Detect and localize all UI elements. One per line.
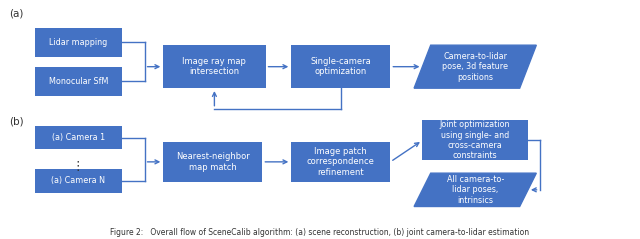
Polygon shape — [414, 173, 536, 206]
Bar — [35, 169, 122, 193]
Bar — [422, 120, 528, 160]
Text: (a): (a) — [10, 9, 24, 19]
Text: ⋮: ⋮ — [72, 160, 84, 173]
Bar — [35, 28, 122, 57]
Text: (a) Camera N: (a) Camera N — [51, 176, 106, 185]
Bar — [291, 142, 390, 182]
Text: Joint optimization
using single- and
cross-camera
constraints: Joint optimization using single- and cro… — [440, 120, 511, 160]
Text: Monocular SfM: Monocular SfM — [49, 77, 108, 86]
Bar — [35, 126, 122, 150]
Text: (b): (b) — [10, 116, 24, 126]
Bar — [291, 45, 390, 88]
Text: (a) Camera 1: (a) Camera 1 — [52, 133, 105, 142]
Bar — [163, 45, 266, 88]
Bar — [163, 142, 262, 182]
Text: Lidar mapping: Lidar mapping — [49, 38, 108, 47]
Text: Single-camera
optimization: Single-camera optimization — [310, 57, 371, 76]
Text: Image patch
correspondence
refinement: Image patch correspondence refinement — [307, 147, 375, 177]
Text: All camera-to-
lidar poses,
intrinsics: All camera-to- lidar poses, intrinsics — [447, 175, 504, 205]
Text: Nearest-neighbor
map match: Nearest-neighbor map match — [176, 152, 250, 172]
Polygon shape — [414, 45, 536, 88]
Bar — [35, 67, 122, 96]
Text: Figure 2:   Overall flow of SceneCalib algorithm: (a) scene reconstruction, (b) : Figure 2: Overall flow of SceneCalib alg… — [111, 228, 529, 237]
Text: Image ray map
intersection: Image ray map intersection — [182, 57, 246, 76]
Text: Camera-to-lidar
pose, 3d feature
positions: Camera-to-lidar pose, 3d feature positio… — [442, 52, 508, 81]
